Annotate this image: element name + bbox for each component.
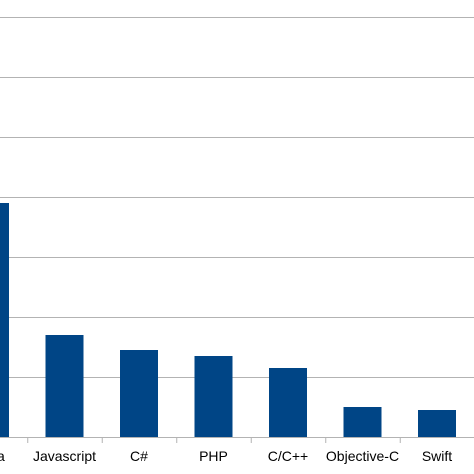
bar-javascript xyxy=(45,335,84,437)
bar-c-c- xyxy=(269,368,307,437)
bars xyxy=(0,203,456,437)
x-tick-label: C# xyxy=(130,448,148,464)
x-tick-label: PHP xyxy=(199,448,228,464)
x-tick-label: C/C++ xyxy=(268,448,308,464)
bar-php xyxy=(194,356,233,437)
bar-objective-c xyxy=(343,407,382,437)
category-labels: Java Javascript C# PHP C/C++ Objective-C Swift xyxy=(0,448,452,464)
x-axis xyxy=(0,437,474,443)
x-tick-label: Objective-C xyxy=(326,448,399,464)
bar-swift xyxy=(418,410,456,437)
gridlines xyxy=(0,17,474,378)
bar-c- xyxy=(120,350,158,437)
x-tick-label: Swift xyxy=(422,448,452,464)
x-tick-label: Javascript xyxy=(33,448,96,464)
x-tick-label: Java xyxy=(0,448,5,464)
bar-java xyxy=(0,203,9,437)
